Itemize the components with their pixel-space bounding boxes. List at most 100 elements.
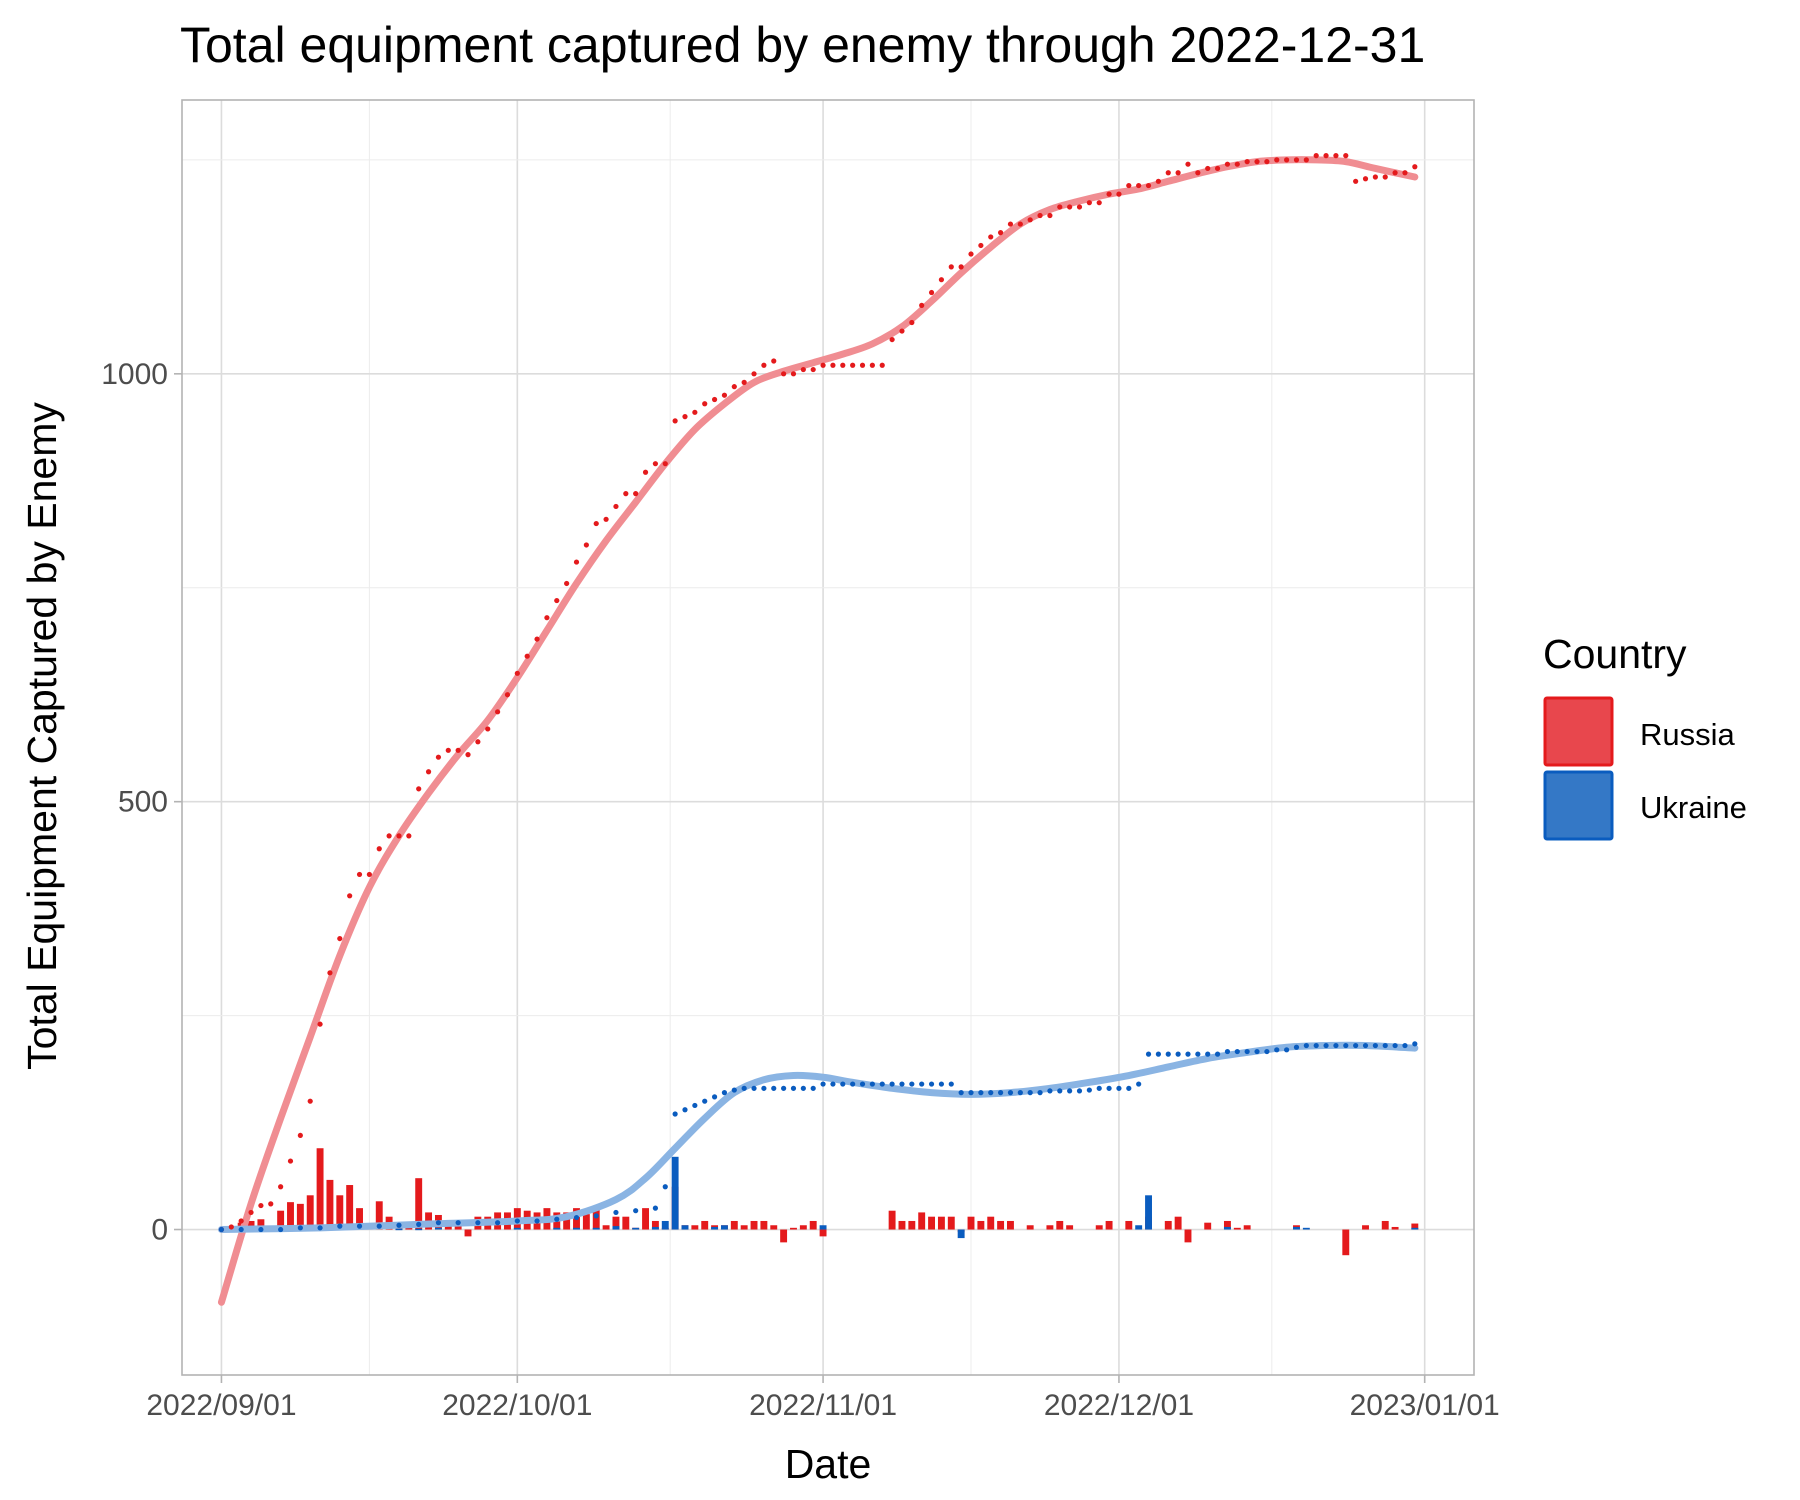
- daily-bar-ukraine: [1223, 1226, 1231, 1230]
- point-russia: [761, 362, 767, 368]
- daily-bar-russia: [602, 1225, 610, 1230]
- daily-bar-russia: [1223, 1220, 1231, 1230]
- daily-bar-russia: [1026, 1225, 1034, 1230]
- point-ukraine: [1067, 1088, 1073, 1094]
- point-russia: [1116, 191, 1122, 197]
- point-ukraine: [850, 1081, 856, 1087]
- daily-bar-russia: [987, 1216, 995, 1230]
- daily-bar-russia: [1164, 1220, 1172, 1230]
- point-russia: [1284, 157, 1290, 163]
- point-russia: [1333, 153, 1339, 159]
- point-ukraine: [1175, 1051, 1181, 1057]
- point-ukraine: [376, 1223, 382, 1229]
- point-russia: [396, 833, 402, 839]
- daily-bar-russia: [1056, 1220, 1064, 1230]
- point-russia: [1057, 204, 1063, 210]
- point-ukraine: [672, 1111, 678, 1117]
- daily-bar-ukraine: [612, 1226, 620, 1230]
- point-russia: [544, 615, 550, 621]
- point-russia: [1214, 165, 1221, 172]
- daily-bar-russia: [1066, 1225, 1074, 1230]
- y-tick-label: 500: [118, 786, 168, 819]
- daily-bar-russia: [1046, 1225, 1054, 1230]
- point-ukraine: [948, 1081, 954, 1087]
- daily-bar-russia: [306, 1195, 314, 1230]
- daily-bar-russia: [375, 1201, 383, 1230]
- point-ukraine: [711, 1094, 718, 1100]
- point-ukraine: [514, 1218, 520, 1224]
- daily-bar-russia: [247, 1220, 255, 1230]
- daily-bar-russia: [356, 1208, 363, 1230]
- daily-bar-russia: [918, 1212, 926, 1230]
- daily-bar-russia: [316, 1148, 324, 1230]
- point-ukraine: [652, 1205, 659, 1211]
- daily-bar-russia: [1243, 1225, 1251, 1230]
- point-russia: [1362, 176, 1369, 182]
- point-ukraine: [899, 1081, 905, 1087]
- point-russia: [583, 542, 589, 548]
- daily-bar-russia: [642, 1208, 649, 1230]
- point-russia: [593, 520, 599, 527]
- point-ukraine: [889, 1081, 895, 1087]
- point-ukraine: [1126, 1085, 1132, 1091]
- legend-title: Country: [1543, 631, 1687, 677]
- point-ukraine: [613, 1209, 619, 1216]
- daily-bar-russia: [701, 1220, 709, 1230]
- point-russia: [1037, 212, 1043, 219]
- point-russia: [376, 846, 382, 852]
- point-ukraine: [356, 1223, 363, 1229]
- point-russia: [238, 1218, 244, 1224]
- daily-bar-ukraine: [1302, 1227, 1310, 1230]
- trend-line-ukraine: [217, 1041, 1419, 1234]
- plot-panel: [181, 99, 1475, 1376]
- legend-label-russia: Russia: [1640, 717, 1736, 752]
- point-russia: [899, 328, 905, 334]
- point-russia: [1244, 159, 1250, 165]
- point-ukraine: [1185, 1051, 1191, 1057]
- point-ukraine: [988, 1090, 994, 1096]
- point-russia: [938, 277, 945, 283]
- point-ukraine: [731, 1087, 737, 1093]
- point-ukraine: [1047, 1088, 1053, 1094]
- x-tick-label: 2022/10/01: [442, 1389, 592, 1422]
- point-russia: [307, 1098, 313, 1104]
- point-russia: [928, 289, 935, 296]
- y-tick-label: 0: [151, 1214, 168, 1247]
- daily-bar-ukraine: [573, 1227, 580, 1230]
- point-ukraine: [435, 1220, 442, 1226]
- x-tick-label: 2022/12/01: [1044, 1389, 1194, 1422]
- point-ukraine: [968, 1090, 974, 1096]
- daily-bar-russia: [1381, 1220, 1389, 1230]
- daily-bar-ukraine: [1145, 1195, 1152, 1230]
- point-ukraine: [1284, 1047, 1290, 1053]
- point-ukraine: [554, 1216, 560, 1222]
- daily-bar-russia: [809, 1220, 817, 1230]
- point-russia: [504, 692, 511, 698]
- point-ukraine: [1145, 1051, 1152, 1057]
- point-ukraine: [790, 1085, 797, 1091]
- point-russia: [1274, 157, 1280, 163]
- point-russia: [692, 409, 698, 415]
- daily-bar-russia: [819, 1229, 827, 1237]
- point-russia: [268, 1201, 274, 1207]
- daily-bar-russia: [257, 1219, 265, 1230]
- y-axis: 0 500 1000: [101, 358, 182, 1247]
- point-russia: [347, 893, 353, 899]
- daily-bar-russia: [582, 1214, 590, 1230]
- point-russia: [564, 580, 570, 587]
- point-russia: [435, 754, 442, 760]
- y-tick-label: 1000: [101, 358, 168, 391]
- point-russia: [810, 366, 816, 373]
- point-russia: [356, 871, 363, 878]
- point-ukraine: [1057, 1088, 1063, 1094]
- point-russia: [889, 336, 895, 343]
- point-russia: [1343, 153, 1349, 159]
- point-ukraine: [781, 1085, 787, 1091]
- point-russia: [711, 396, 718, 403]
- point-russia: [869, 362, 875, 368]
- point-ukraine: [1076, 1088, 1083, 1094]
- point-ukraine: [218, 1226, 225, 1233]
- daily-bar-russia: [908, 1220, 916, 1230]
- daily-bar-russia: [760, 1220, 768, 1230]
- daily-bar-ukraine: [395, 1228, 403, 1231]
